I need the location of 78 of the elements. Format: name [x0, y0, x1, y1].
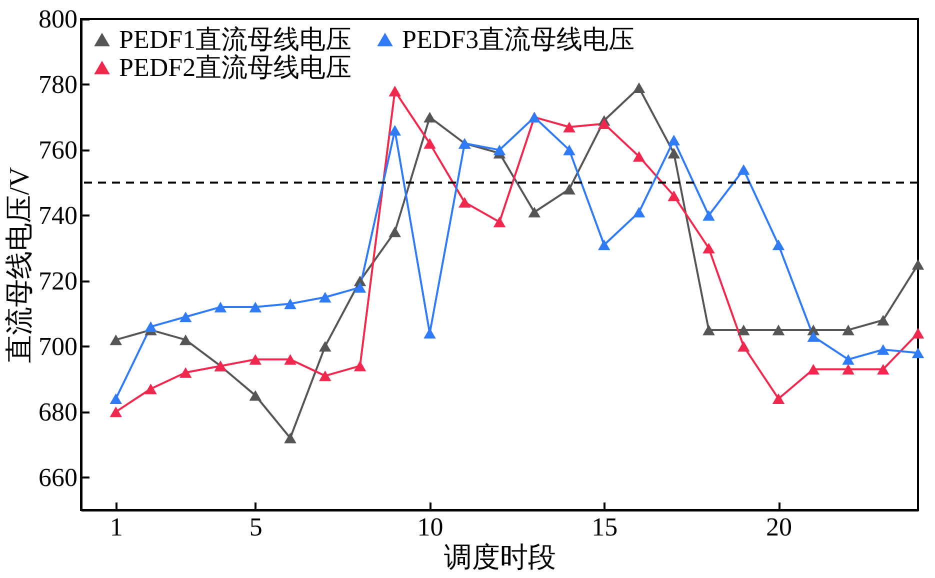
- point: [877, 344, 890, 355]
- point: [772, 240, 785, 250]
- y-tick-label: 660: [38, 462, 78, 492]
- point: [354, 360, 366, 372]
- point: [632, 151, 646, 162]
- point: [493, 216, 506, 228]
- point: [563, 184, 576, 195]
- y-axis-title: 直流母线电压/V: [4, 167, 36, 363]
- point: [702, 324, 715, 336]
- point: [668, 190, 680, 202]
- point: [214, 302, 227, 312]
- point: [912, 348, 924, 358]
- point: [354, 282, 366, 293]
- point: [877, 314, 890, 326]
- point: [110, 334, 122, 346]
- point: [668, 148, 680, 159]
- point: [772, 324, 785, 336]
- y-tick-label: 760: [38, 135, 78, 164]
- point: [632, 82, 646, 94]
- point: [144, 384, 157, 394]
- point: [842, 324, 854, 336]
- point: [249, 390, 262, 401]
- point: [284, 354, 296, 365]
- point: [668, 134, 680, 146]
- point: [284, 298, 296, 310]
- point: [319, 341, 332, 352]
- point: [319, 292, 332, 303]
- point: [110, 393, 122, 404]
- point: [702, 242, 715, 254]
- point: [249, 354, 262, 365]
- point: [144, 321, 157, 332]
- point: [424, 112, 436, 123]
- point: [319, 370, 332, 382]
- point: [702, 210, 715, 221]
- point: [738, 164, 750, 175]
- point: [912, 328, 924, 339]
- x-tick-label: 1: [110, 512, 123, 542]
- point: [842, 364, 854, 375]
- point: [877, 364, 890, 375]
- point: [180, 312, 192, 322]
- y-tick-label: 740: [38, 200, 78, 230]
- point: [598, 118, 610, 130]
- point: [912, 259, 924, 270]
- point: [110, 406, 122, 418]
- point: [249, 302, 262, 312]
- legend-label: PEDF1直流母线电压: [119, 25, 352, 54]
- x-axis-title: 调度时段: [444, 542, 556, 574]
- legend-label: PEDF3直流母线电压: [402, 25, 635, 54]
- x-tick-label: 5: [249, 512, 262, 542]
- point: [528, 206, 540, 218]
- point: [598, 240, 610, 250]
- point: [180, 334, 192, 346]
- point: [493, 144, 506, 156]
- point: [284, 432, 296, 444]
- point: [388, 226, 401, 238]
- point: [388, 124, 401, 136]
- point: [458, 197, 471, 208]
- x-tick-label: 10: [417, 512, 444, 542]
- x-tick-label: 15: [592, 512, 618, 542]
- point: [563, 144, 576, 156]
- y-tick-label: 800: [38, 4, 78, 34]
- y-tick-label: 700: [38, 332, 78, 361]
- point: [772, 393, 785, 404]
- point: [632, 206, 646, 218]
- point: [738, 324, 750, 336]
- y-tick-label: 780: [38, 70, 78, 99]
- point: [738, 341, 750, 352]
- x-tick-label: 20: [766, 512, 792, 542]
- point: [563, 122, 576, 132]
- point: [807, 364, 820, 375]
- point: [842, 354, 854, 365]
- legend-label: PEDF2直流母线电压: [119, 53, 352, 82]
- point: [388, 86, 401, 96]
- point: [807, 331, 820, 342]
- y-tick-label: 720: [38, 266, 78, 296]
- point: [180, 367, 192, 378]
- point: [424, 138, 436, 149]
- y-tick-label: 680: [38, 397, 78, 426]
